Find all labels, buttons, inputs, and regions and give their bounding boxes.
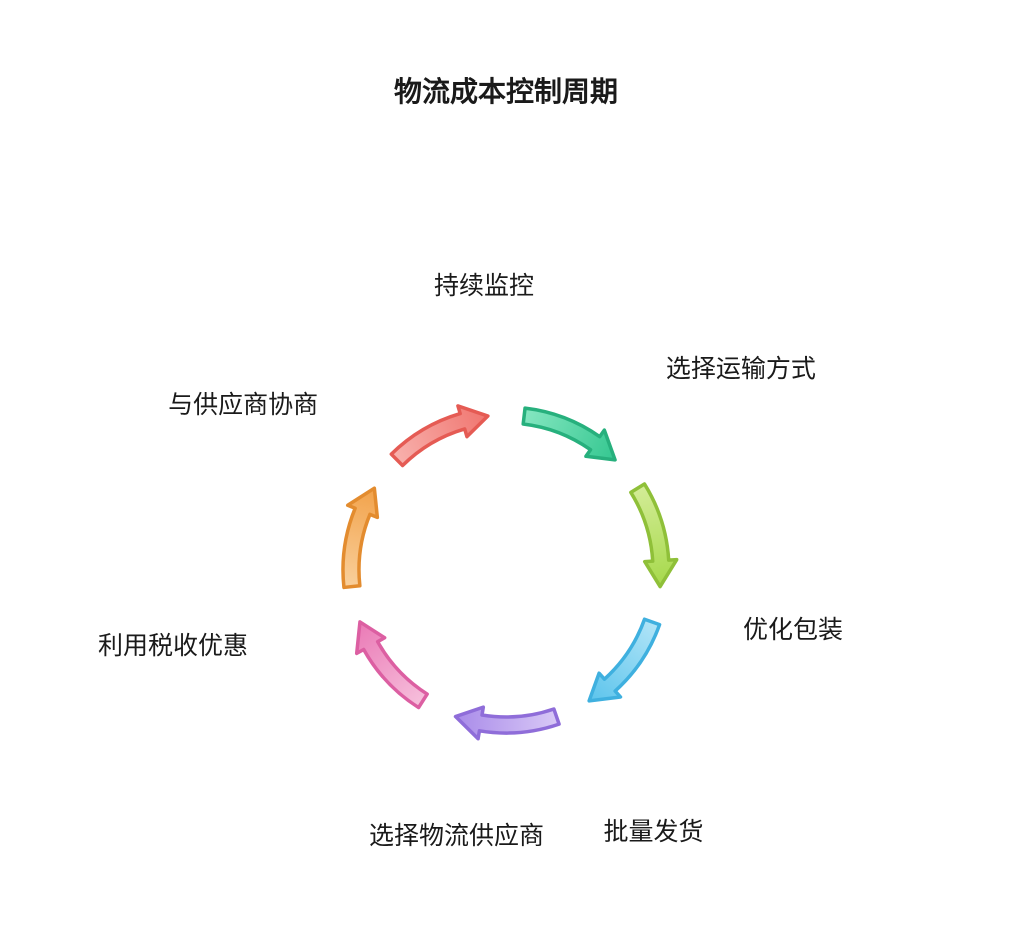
cycle-arrow-5 (343, 488, 377, 587)
cycle-arrow-2 (589, 619, 659, 701)
diagram-container: 物流成本控制周期 选择运输方式优化包装批量发货选择物流供应商利用税收优惠与供应商… (0, 0, 1012, 940)
cycle-label-6: 持续监控 (434, 266, 534, 302)
cycle-label-1: 优化包装 (743, 610, 843, 646)
cycle-arrow-4 (357, 622, 427, 708)
cycle-arrow-0 (523, 408, 615, 460)
cycle-label-4: 利用税收优惠 (98, 626, 248, 662)
cycle-arrow-6 (391, 406, 488, 466)
cycle-svg (0, 0, 1012, 940)
cycle-label-3: 选择物流供应商 (369, 816, 544, 852)
cycle-label-5: 与供应商协商 (168, 385, 318, 421)
cycle-arrow-1 (631, 484, 677, 587)
cycle-label-0: 选择运输方式 (666, 349, 816, 385)
cycle-label-2: 批量发货 (603, 812, 703, 848)
cycle-arrow-3 (456, 707, 560, 739)
